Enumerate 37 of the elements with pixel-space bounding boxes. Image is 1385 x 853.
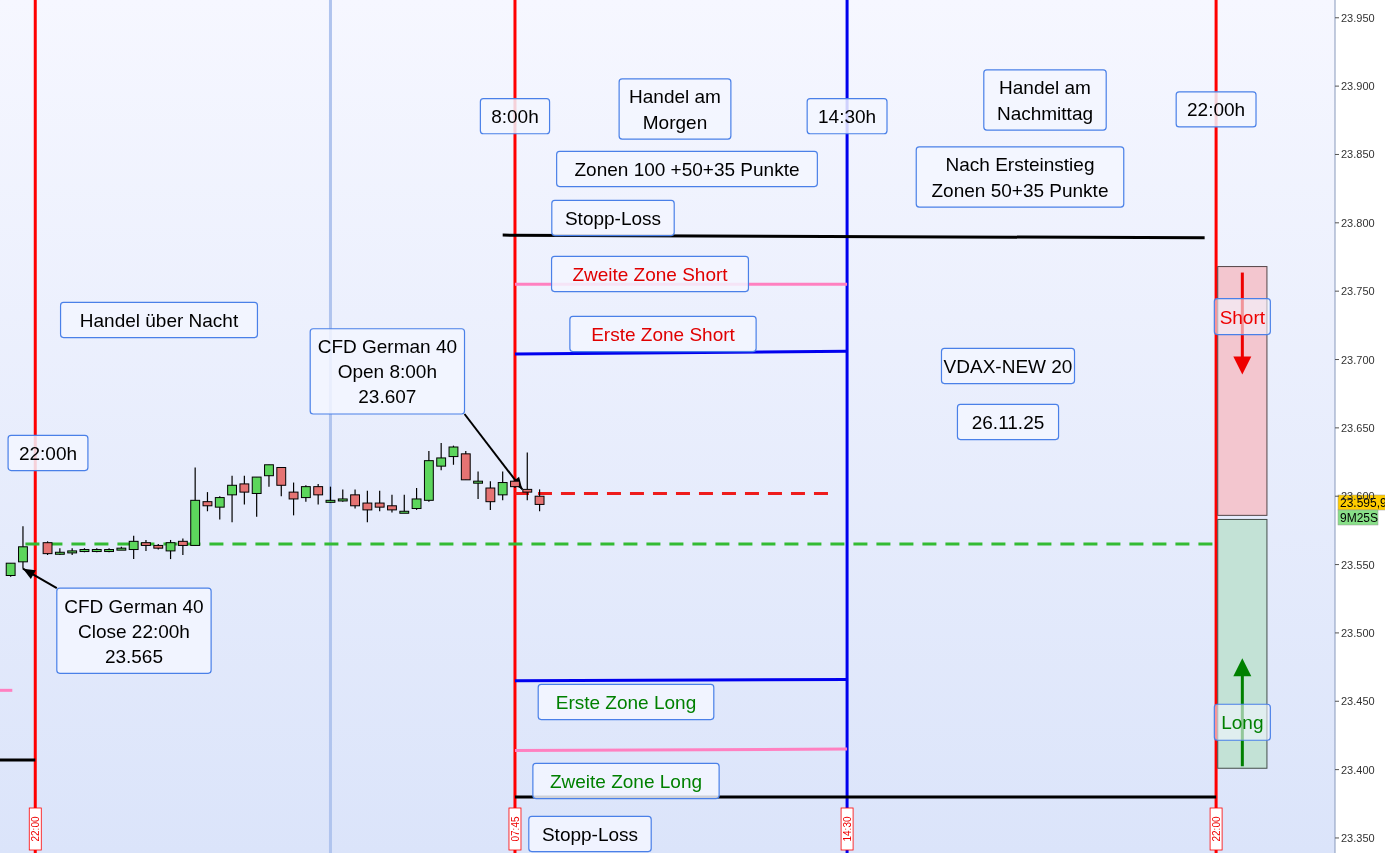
annotation: 14:30h: [818, 106, 877, 128]
annotation: Erste Zone Long: [555, 692, 697, 714]
annotation: Zweite Zone Long: [549, 771, 703, 793]
y-tick-label: 23.500: [1341, 626, 1375, 639]
y-tick-label: 23.950: [1341, 11, 1375, 24]
x-tick-label: 22:00: [30, 816, 42, 842]
series-label: Long: [1221, 712, 1264, 734]
y-tick-label: 23.800: [1341, 216, 1375, 229]
y-tick-label: 23.650: [1341, 421, 1375, 434]
x-tick-label: 07:45: [509, 816, 521, 842]
annotation: 26.11.25: [971, 412, 1045, 434]
y-tick-label: 23.900: [1341, 80, 1375, 93]
annotation: Erste Zone Short: [591, 324, 736, 346]
y-tick-label: 23.350: [1341, 831, 1375, 844]
annotation: Zonen 100 +50+35 Punkte: [574, 159, 800, 181]
annotation: CFD German 40 Close 22:00h 23.565: [64, 595, 204, 667]
annotation: Stopp-Loss: [564, 208, 662, 230]
annotation: Handel am Morgen: [629, 86, 721, 133]
y-tick-label: 23.700: [1341, 353, 1375, 366]
annotation: VDAX-NEW 20: [943, 356, 1073, 378]
y-tick-label: 23.550: [1341, 558, 1375, 571]
annotation: CFD German 40 Open 8:00h 23.607: [317, 336, 458, 408]
annotation: 8:00h: [491, 106, 539, 128]
annotation: Handel am Nachmittag: [996, 77, 1094, 124]
annotation: Handel über Nacht: [79, 310, 239, 332]
y-tick-label: 23.400: [1341, 763, 1375, 776]
x-tick-label: 14:30: [842, 816, 854, 842]
x-tick-label: 22:00: [1211, 816, 1223, 842]
annotation: Nach Ersteinstieg Zonen 50+35 Punkte: [931, 154, 1109, 201]
annotation: Zweite Zone Short: [572, 264, 729, 286]
y-tick-label: 23.750: [1341, 285, 1375, 298]
y-tick-label: 23.450: [1341, 695, 1375, 708]
annotation: 22:00h: [1187, 99, 1246, 121]
y-tick-label: 23.850: [1341, 148, 1375, 161]
annotation: Stopp-Loss: [541, 824, 639, 846]
annotation: 22:00h: [18, 443, 78, 465]
series-label: Short: [1219, 306, 1266, 328]
